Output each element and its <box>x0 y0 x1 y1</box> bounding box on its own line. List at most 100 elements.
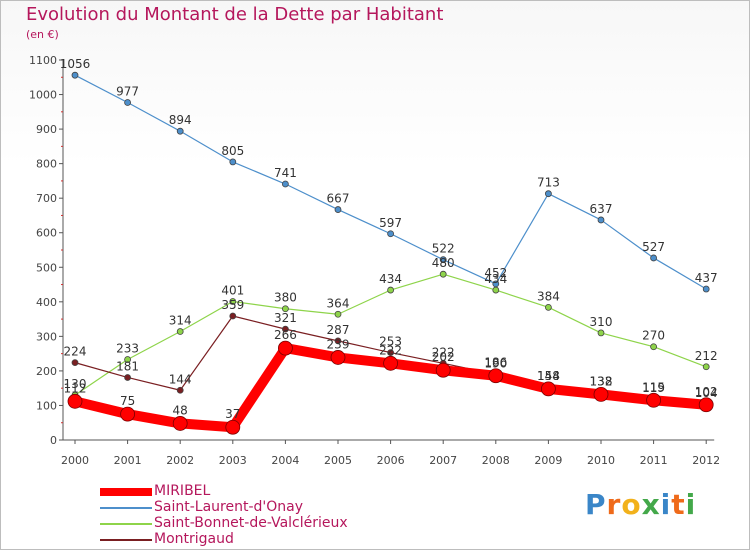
point-montrigaud-2002 <box>176 386 184 394</box>
data-label-montrigaud-2007: 222 <box>432 345 455 359</box>
data-label-miribel-2007: 202 <box>432 350 455 364</box>
y-tick-label-300: 300 <box>36 330 57 343</box>
data-label-saint-bonnet-de-valcl-rieux-2004: 380 <box>274 291 297 305</box>
y-tick-label-500: 500 <box>36 261 57 274</box>
data-label-saint-laurent-d-onay-2003: 805 <box>221 144 244 158</box>
data-label-saint-bonnet-de-valcl-rieux-2002: 314 <box>169 314 192 328</box>
point-montrigaud-2006 <box>387 349 395 357</box>
legend-label-saint-bonnet: Saint-Bonnet-de-Valclérieux <box>154 515 348 531</box>
chart-title: Evolution du Montant de la Dette par Hab… <box>26 4 444 25</box>
data-label-saint-laurent-d-onay-2010: 637 <box>590 202 613 216</box>
data-label-miribel-2004: 266 <box>274 328 297 342</box>
data-label-miribel-2011: 115 <box>642 380 665 394</box>
point-saint-laurent-d-onay-2005 <box>334 206 342 213</box>
data-label-saint-laurent-d-onay-2002: 894 <box>169 113 192 127</box>
x-tick-label-2010: 2010 <box>587 454 615 467</box>
x-tick-label-2006: 2006 <box>377 454 405 467</box>
data-label-saint-bonnet-de-valcl-rieux-2011: 270 <box>642 329 665 343</box>
data-label-montrigaud-2005: 287 <box>327 323 350 337</box>
series-line-saint-laurent-d-onay <box>74 74 707 290</box>
data-label-saint-laurent-d-onay-2001: 977 <box>116 84 139 98</box>
point-saint-laurent-d-onay-2001 <box>124 99 131 106</box>
logo-letter-0: P <box>585 488 607 521</box>
y-tick-label-700: 700 <box>36 192 57 205</box>
x-tick-label-2007: 2007 <box>429 454 457 467</box>
data-label-montrigaud-2010: 138 <box>590 374 613 388</box>
point-saint-laurent-d-onay-2011 <box>650 254 657 262</box>
legend-swatch-montrigaud <box>100 539 152 541</box>
x-tick-label-2011: 2011 <box>640 454 668 467</box>
data-label-saint-bonnet-de-valcl-rieux-2008: 434 <box>484 272 507 286</box>
point-saint-bonnet-de-valcl-rieux-2002 <box>176 328 184 335</box>
data-label-saint-laurent-d-onay-2008: 452 <box>484 266 507 280</box>
data-label-saint-laurent-d-onay-2009: 713 <box>537 176 560 190</box>
y-tick-label-400: 400 <box>36 296 57 309</box>
point-saint-bonnet-de-valcl-rieux-2006 <box>387 286 395 294</box>
point-miribel-2005 <box>330 350 346 365</box>
point-saint-bonnet-de-valcl-rieux-2011 <box>650 343 657 351</box>
x-tick-label-2002: 2002 <box>166 454 194 467</box>
point-miribel-2002 <box>172 416 188 431</box>
point-miribel-2007 <box>435 362 451 378</box>
x-tick-label-2000: 2000 <box>61 454 89 467</box>
data-label-miribel-2008: 186 <box>484 356 507 370</box>
data-label-saint-bonnet-de-valcl-rieux-2012: 212 <box>695 349 718 363</box>
point-miribel-2010 <box>593 386 609 402</box>
point-saint-bonnet-de-valcl-rieux-2003 <box>229 298 237 305</box>
x-tick-label-2004: 2004 <box>271 454 299 467</box>
point-miribel-2011 <box>646 392 661 408</box>
y-tick-label-1000: 1000 <box>29 89 57 102</box>
point-miribel-2012 <box>698 397 714 413</box>
data-label-saint-laurent-d-onay-2004: 741 <box>274 166 297 180</box>
data-label-saint-laurent-d-onay-2007: 522 <box>432 242 455 256</box>
legend-label-saint-laurent: Saint-Laurent-d'Onay <box>154 499 303 515</box>
point-saint-laurent-d-onay-2002 <box>176 127 184 135</box>
data-label-saint-bonnet-de-valcl-rieux-2009: 384 <box>537 289 560 303</box>
x-tick-label-2012: 2012 <box>692 454 720 467</box>
point-montrigaud-2004 <box>281 325 289 333</box>
data-label-montrigaud-2009: 154 <box>537 369 560 383</box>
point-saint-bonnet-de-valcl-rieux-2010 <box>597 329 605 337</box>
y-tick-label-600: 600 <box>36 227 57 240</box>
data-label-montrigaud-2008: 190 <box>484 356 507 370</box>
point-miribel-2004 <box>277 340 293 356</box>
data-label-miribel-2010: 132 <box>590 374 613 388</box>
axes: 0 100 200 300 400 500 600 700 800 900 1000 1100 2000… <box>29 54 720 467</box>
data-label-saint-bonnet-de-valcl-rieux-2001: 233 <box>116 342 139 356</box>
point-miribel-2000 <box>67 393 83 409</box>
point-saint-laurent-d-onay-2000 <box>71 71 79 79</box>
point-saint-laurent-d-onay-2010 <box>597 216 605 224</box>
point-saint-laurent-d-onay-2012 <box>702 285 710 293</box>
point-saint-bonnet-de-valcl-rieux-2009 <box>545 303 552 311</box>
y-tick-label-0: 0 <box>50 434 57 447</box>
y-tick-label-200: 200 <box>36 365 57 378</box>
y-tick-label-900: 900 <box>36 123 57 136</box>
data-label-montrigaud-2003: 359 <box>221 298 244 312</box>
legend-swatch-saint-laurent <box>100 507 152 509</box>
data-label-saint-bonnet-de-valcl-rieux-2000: 130 <box>64 377 87 391</box>
point-saint-laurent-d-onay-2006 <box>387 230 395 238</box>
point-saint-bonnet-de-valcl-rieux-2012 <box>702 363 710 371</box>
data-label-montrigaud-2006: 253 <box>379 335 402 349</box>
x-tick-label-2008: 2008 <box>482 454 510 467</box>
logo-letter-2: o <box>621 488 642 521</box>
y-tick-label-800: 800 <box>36 158 57 171</box>
point-montrigaud-2005 <box>334 337 342 345</box>
point-saint-laurent-d-onay-2004 <box>281 180 289 188</box>
data-label-saint-laurent-d-onay-2005: 667 <box>327 192 350 206</box>
logo-letter-6: i <box>685 488 697 521</box>
data-label-miribel-2003: 37 <box>225 407 240 421</box>
point-montrigaud-2003 <box>229 312 237 320</box>
data-label-saint-laurent-d-onay-2006: 597 <box>379 216 402 230</box>
point-montrigaud-2001 <box>124 374 131 381</box>
data-label-saint-bonnet-de-valcl-rieux-2007: 480 <box>432 256 455 270</box>
data-label-miribel-2005: 239 <box>327 337 350 351</box>
point-saint-laurent-d-onay-2003 <box>229 158 237 166</box>
data-label-miribel-2000: 112 <box>64 381 87 395</box>
data-label-saint-bonnet-de-valcl-rieux-2005: 364 <box>327 296 350 310</box>
data-label-montrigaud-2004: 321 <box>274 311 297 325</box>
data-label-montrigaud-2001: 181 <box>116 359 139 373</box>
x-tick-label-2003: 2003 <box>219 454 247 467</box>
data-label-saint-bonnet-de-valcl-rieux-2006: 434 <box>379 272 402 286</box>
